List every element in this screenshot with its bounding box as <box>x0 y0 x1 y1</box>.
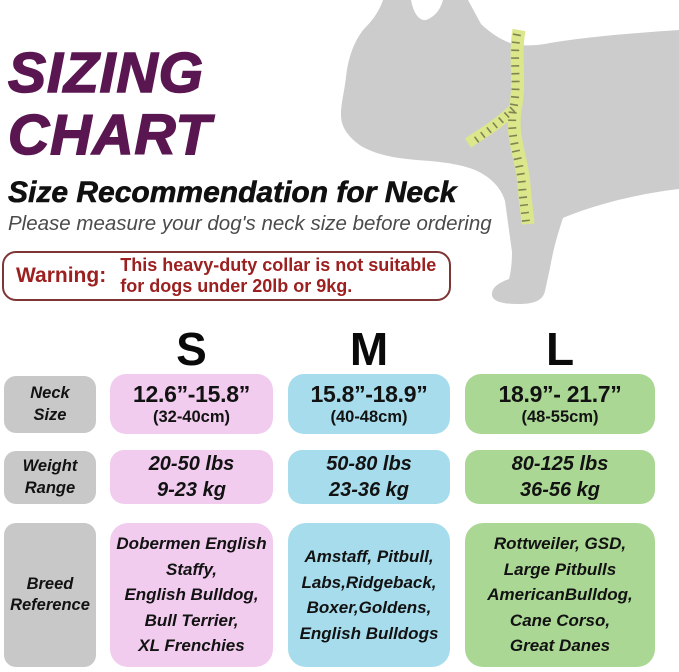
cell-neck-size-l: 18.9”- 21.7” (48-55cm) <box>465 374 655 434</box>
dog-silhouette <box>341 0 679 304</box>
cell-weight-range-s: 20-50 lbs 9-23 kg <box>110 450 273 504</box>
cell-neck-size-s: 12.6”-15.8” (32-40cm) <box>110 374 273 434</box>
warning-label: Warning: <box>16 264 107 287</box>
page-title: SIZING CHART <box>7 41 212 167</box>
dog-silhouette-with-measuring-tape-icon <box>341 0 679 304</box>
column-header-s: S <box>176 323 207 375</box>
measurement-note: Please measure your dog's neck size befo… <box>8 212 492 235</box>
neck-size-l-cm: (48-55cm) <box>521 408 599 426</box>
subtitle: Size Recommendation for Neck <box>8 176 457 210</box>
neck-size-s-inches: 12.6”-15.8” <box>133 381 250 407</box>
warning-message: This heavy-duty collar is not suitable f… <box>120 254 437 296</box>
neck-size-m-inches: 15.8”-18.9” <box>310 381 428 407</box>
measuring-tape-branch <box>465 104 519 148</box>
cell-neck-size-m: 15.8”-18.9” (40-48cm) <box>288 374 450 434</box>
row-label-weight-range: Weight Range <box>4 451 96 504</box>
cell-breed-reference-m: Amstaff, Pitbull, Labs,Ridgeback, Boxer,… <box>288 523 450 667</box>
cell-weight-range-m: 50-80 lbs 23-36 kg <box>288 450 450 504</box>
row-label-neck-size: Neck Size <box>4 376 96 433</box>
cell-weight-range-l: 80-125 lbs 36-56 kg <box>465 450 655 504</box>
title-line-2: CHART <box>7 103 212 167</box>
column-header-m: M <box>349 323 389 375</box>
cell-breed-reference-l: Rottweiler, GSD, Large Pitbulls American… <box>465 523 655 667</box>
neck-size-s-cm: (32-40cm) <box>152 408 231 426</box>
cell-breed-reference-s: Dobermen English Staffy, English Bulldog… <box>110 523 273 667</box>
warning-box: Warning: This heavy-duty collar is not s… <box>2 251 451 301</box>
row-label-breed-reference: Breed Reference <box>4 523 96 667</box>
neck-size-l-inches: 18.9”- 21.7” <box>498 381 622 407</box>
neck-size-m-cm: (40-48cm) <box>330 408 408 426</box>
column-header-l: L <box>545 323 575 375</box>
tape-tick-marks <box>508 33 530 223</box>
title-line-1: SIZING <box>7 41 205 105</box>
